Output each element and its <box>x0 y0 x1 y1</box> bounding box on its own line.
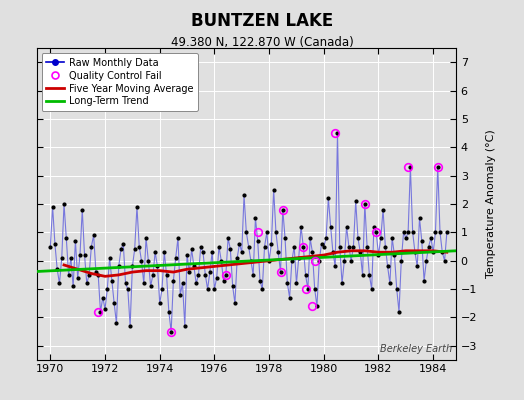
Text: BUNTZEN LAKE: BUNTZEN LAKE <box>191 12 333 30</box>
Text: Berkeley Earth: Berkeley Earth <box>379 344 452 354</box>
Legend: Raw Monthly Data, Quality Control Fail, Five Year Moving Average, Long-Term Tren: Raw Monthly Data, Quality Control Fail, … <box>41 53 198 111</box>
Text: 49.380 N, 122.870 W (Canada): 49.380 N, 122.870 W (Canada) <box>171 36 353 49</box>
Y-axis label: Temperature Anomaly (°C): Temperature Anomaly (°C) <box>486 130 496 278</box>
